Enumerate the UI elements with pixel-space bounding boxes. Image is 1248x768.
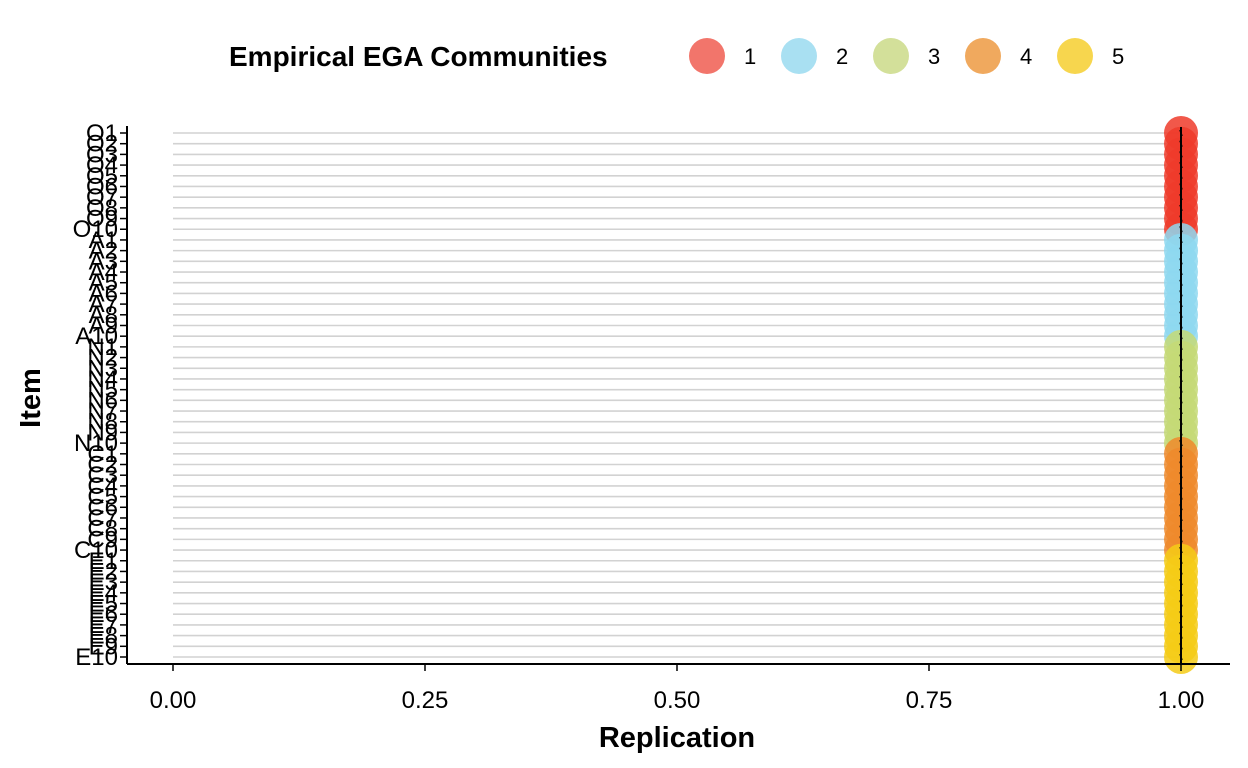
y-tick-label-A8: A8 (89, 302, 118, 329)
y-tick-label-O1: O1 (86, 120, 118, 147)
y-axis-title: Item (15, 368, 47, 428)
gridlines (173, 132, 1181, 658)
y-tick-label-C2: C2 (87, 452, 118, 479)
y-tick-label-C1: C1 (87, 441, 118, 468)
x-tick-label-1.00: 1.00 (1158, 687, 1205, 714)
y-axis: O1O2O3O4O5O6O7O8O9O10A1A2A3A4A5A6A7A8A9A… (73, 120, 128, 671)
y-tick-label-O4: O4 (86, 152, 118, 179)
legend-swatch-4 (965, 38, 1001, 74)
x-axis: 0.00 0.25 0.50 0.75 1.00 (127, 663, 1230, 714)
legend-title: Empirical EGA Communities (229, 41, 608, 72)
legend-swatch-5 (1057, 38, 1093, 74)
y-tick-label-A3: A3 (89, 248, 118, 275)
y-tick-label-N2: N2 (87, 345, 118, 372)
y-tick-label-E7: E7 (89, 612, 118, 639)
y-tick-label-O8: O8 (86, 195, 118, 222)
legend: Empirical EGA Communities 1 2 3 4 5 (229, 38, 1124, 74)
y-tick-label-N7: N7 (87, 398, 118, 425)
y-tick-label-E8: E8 (89, 623, 118, 650)
y-tick-label-E10: E10 (75, 644, 118, 671)
y-tick-label-E4: E4 (89, 580, 118, 607)
y-tick-label-C5: C5 (87, 484, 118, 511)
x-axis-title: Replication (599, 722, 755, 754)
y-tick-label-A5: A5 (89, 270, 118, 297)
y-tick-label-E9: E9 (89, 633, 118, 660)
legend-label-5: 5 (1112, 44, 1124, 69)
y-tick-label-C3: C3 (87, 462, 118, 489)
y-tick-label-C7: C7 (87, 505, 118, 532)
y-tick-label-E6: E6 (89, 601, 118, 628)
y-tick-label-O3: O3 (86, 141, 118, 168)
y-tick-label-A7: A7 (89, 291, 118, 318)
y-tick-label-C6: C6 (87, 494, 118, 521)
y-tick-label-A9: A9 (89, 312, 118, 339)
y-tick-label-N10: N10 (74, 430, 118, 457)
y-tick-label-N6: N6 (87, 387, 118, 414)
x-tick-label-0.00: 0.00 (150, 687, 197, 714)
y-tick-label-E1: E1 (89, 548, 118, 575)
y-tick-label-O5: O5 (86, 163, 118, 190)
y-tick-label-N5: N5 (87, 377, 118, 404)
y-tick-label-N1: N1 (87, 334, 118, 361)
legend-label-4: 4 (1020, 44, 1032, 69)
legend-swatch-2 (781, 38, 817, 74)
y-tick-label-E3: E3 (89, 569, 118, 596)
y-tick-label-N4: N4 (87, 366, 118, 393)
y-tick-label-A10: A10 (75, 323, 118, 350)
y-tick-label-N8: N8 (87, 409, 118, 436)
legend-label-1: 1 (744, 44, 756, 69)
x-tick-label-0.75: 0.75 (906, 687, 953, 714)
y-tick-label-O2: O2 (86, 131, 118, 158)
y-tick-label-E5: E5 (89, 591, 118, 618)
y-tick-label-O10: O10 (73, 216, 118, 243)
y-tick-label-O6: O6 (86, 173, 118, 200)
y-tick-label-O9: O9 (86, 206, 118, 233)
y-tick-label-C8: C8 (87, 516, 118, 543)
x-tick-label-0.50: 0.50 (654, 687, 701, 714)
y-tick-label-A6: A6 (89, 280, 118, 307)
y-tick-label-A1: A1 (89, 227, 118, 254)
legend-label-2: 2 (836, 44, 848, 69)
y-tick-label-A4: A4 (89, 259, 118, 286)
y-tick-label-N3: N3 (87, 355, 118, 382)
legend-label-3: 3 (928, 44, 940, 69)
y-tick-label-E2: E2 (89, 558, 118, 585)
legend-swatch-1 (689, 38, 725, 74)
y-tick-label-C4: C4 (87, 473, 118, 500)
x-tick-label-0.25: 0.25 (402, 687, 449, 714)
y-tick-label-A2: A2 (89, 238, 118, 265)
legend-swatch-3 (873, 38, 909, 74)
y-tick-label-O7: O7 (86, 184, 118, 211)
y-tick-label-N9: N9 (87, 419, 118, 446)
y-tick-label-C10: C10 (74, 537, 118, 564)
y-tick-label-C9: C9 (87, 526, 118, 553)
